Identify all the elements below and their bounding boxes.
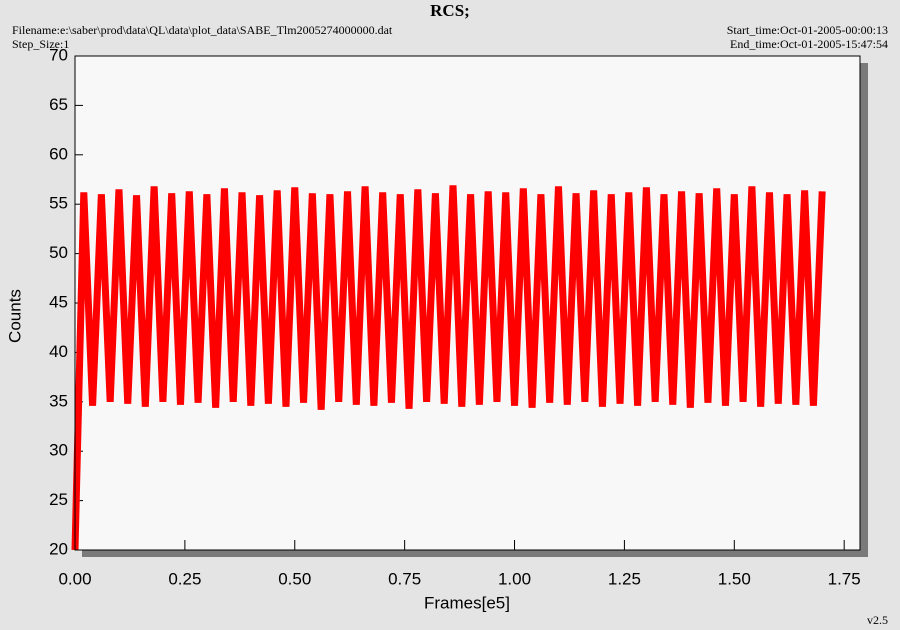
y-tick-label: 30 <box>49 441 68 460</box>
y-tick-label: 65 <box>49 95 68 114</box>
y-tick-label: 40 <box>49 342 68 361</box>
step-size: Step_Size:1 <box>12 37 69 51</box>
x-tick-label: 0.25 <box>168 569 201 588</box>
y-tick-label: 45 <box>49 292 68 311</box>
x-tick-label: 1.25 <box>608 569 641 588</box>
y-tick-label: 20 <box>49 539 68 558</box>
x-axis-label: Frames[e5] <box>424 593 510 612</box>
end-time: End_time:Oct-01-2005-15:47:54 <box>730 37 888 51</box>
x-tick-label: 1.00 <box>498 569 531 588</box>
y-tick-label: 25 <box>49 490 68 509</box>
version: v2.5 <box>867 613 888 627</box>
x-tick-label: 1.50 <box>718 569 751 588</box>
data-line <box>71 185 826 551</box>
filename: Filename:e:\saber\prod\data\QL\data\plot… <box>12 23 393 37</box>
y-tick-label: 70 <box>49 45 68 64</box>
x-tick-label: 0.00 <box>58 569 91 588</box>
y-tick-label: 55 <box>49 194 68 213</box>
x-tick-label: 0.75 <box>388 569 421 588</box>
chart-title: RCS; <box>430 1 470 20</box>
y-tick-label: 50 <box>49 243 68 262</box>
x-tick-label: 0.50 <box>278 569 311 588</box>
y-tick-label: 35 <box>49 391 68 410</box>
x-tick-label: 1.75 <box>828 569 861 588</box>
y-axis-label: Counts <box>5 289 24 343</box>
start-time: Start_time:Oct-01-2005-00:00:13 <box>727 23 888 37</box>
y-tick-label: 60 <box>49 144 68 163</box>
